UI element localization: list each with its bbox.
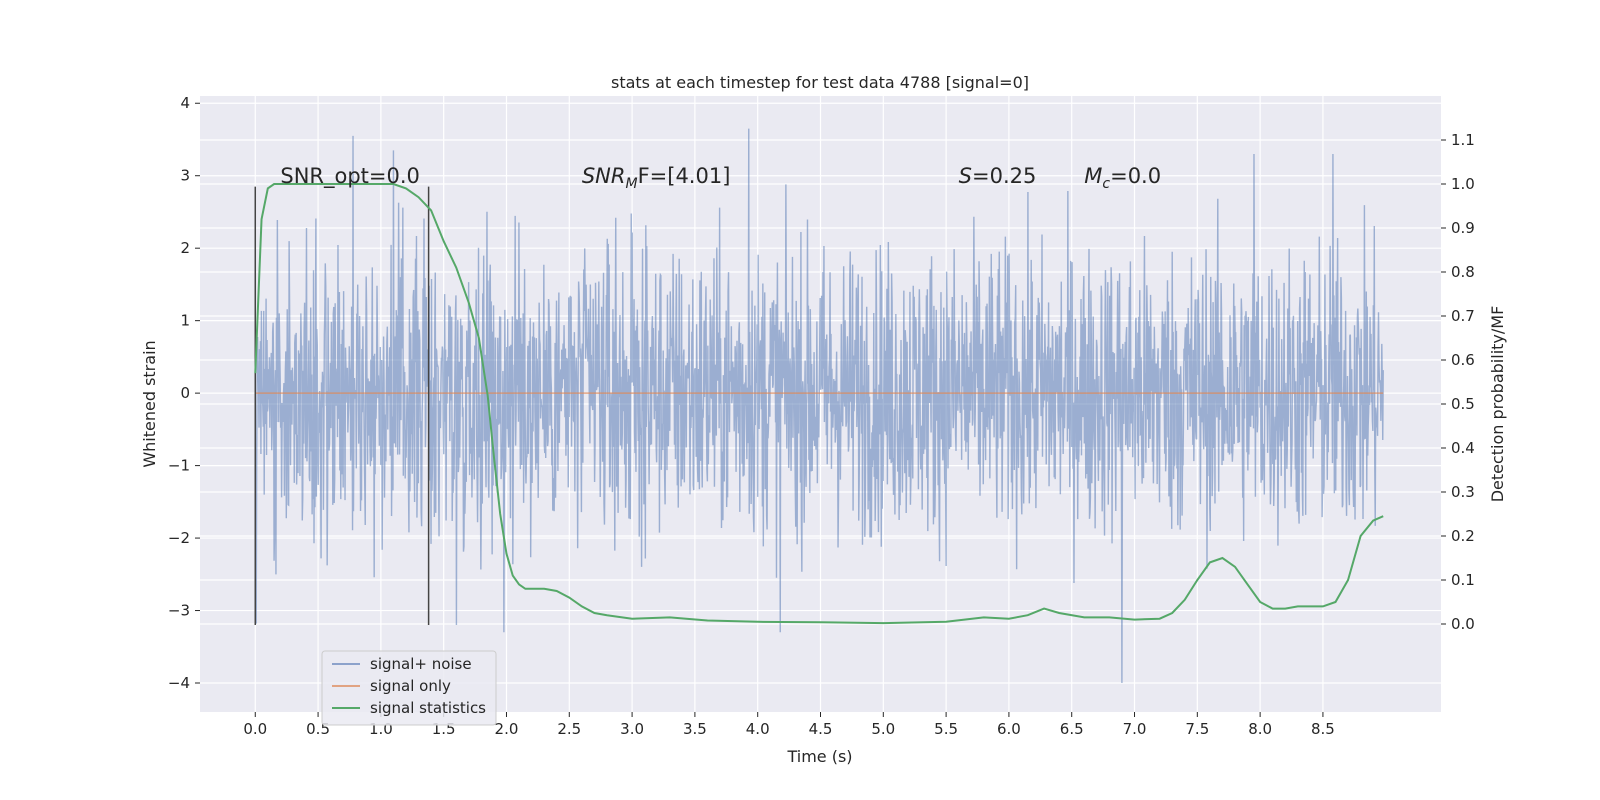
x-tick-label: 3.5: [683, 720, 707, 738]
annotation-mc-base: M: [1084, 164, 1102, 188]
y-right-tick-label: 0.0: [1451, 615, 1475, 633]
annotation-s-rest: =0.25: [972, 164, 1036, 188]
y-right-tick-label: 0.2: [1451, 527, 1475, 545]
x-tick-label: 5.5: [934, 720, 958, 738]
legend-label-signal-noise: signal+ noise: [370, 655, 472, 673]
annotation-snr-mf-sub: M: [625, 176, 637, 192]
y-right-tick-label: 1.1: [1451, 131, 1475, 149]
y-tick-label: 2: [180, 239, 190, 257]
legend-label-signal-statistics: signal statistics: [370, 699, 486, 717]
y-right-tick-label: 0.7: [1451, 307, 1475, 325]
x-tick-label: 2.0: [495, 720, 519, 738]
y-tick-label: −3: [168, 602, 190, 620]
annotation-s-base: S: [959, 164, 972, 188]
annotation-snr-mf-rest: F=[4.01]: [638, 164, 731, 188]
x-axis-label: Time (s): [786, 747, 852, 766]
signal-statistics-line: [254, 183, 1384, 625]
y-tick-label: 3: [180, 167, 190, 185]
y-right-tick-label: 0.1: [1451, 571, 1475, 589]
legend-box: [321, 650, 497, 726]
annotation-mc-rest: =0.0: [1110, 164, 1161, 188]
y-tick-label: 4: [180, 94, 190, 112]
legend: signal+ noise signal only signal statist…: [321, 650, 497, 726]
y-axis-right-label: Detection probability/MF: [1488, 306, 1507, 503]
vertical-markers: [254, 186, 430, 626]
chart-title: stats at each timestep for test data 478…: [611, 73, 1029, 92]
y-right-tick-label: 0.9: [1451, 219, 1475, 237]
annotation-snr-mf-base: SNR: [582, 164, 626, 188]
y-tick-label: −2: [168, 529, 190, 547]
noise-trace: [254, 128, 1384, 684]
annotation-mc-sub: c: [1102, 176, 1110, 192]
x-tick-label: 7.5: [1185, 720, 1209, 738]
y-right-tick-label: 0.4: [1451, 439, 1475, 457]
y-axis-right-ticks: 1.1 1.0 0.9 0.8 0.7 0.6 0.5 0.4 0.3 0.2 0.1 0.0: [1441, 131, 1475, 633]
annotation-s: S=0.25: [959, 164, 1037, 188]
noise-series: [254, 128, 1384, 684]
y-right-tick-label: 1.0: [1451, 175, 1475, 193]
x-tick-label: 0.0: [243, 720, 267, 738]
x-tick-label: 6.0: [997, 720, 1021, 738]
x-tick-label: 4.5: [809, 720, 833, 738]
y-right-tick-label: 0.5: [1451, 395, 1475, 413]
x-tick-label: 3.0: [620, 720, 644, 738]
y-right-tick-label: 0.6: [1451, 351, 1475, 369]
x-tick-label: 6.5: [1060, 720, 1084, 738]
x-tick-label: 7.0: [1123, 720, 1147, 738]
x-tick-label: 5.0: [871, 720, 895, 738]
x-axis-ticks: 0.0 0.5 1.0 1.5 2.0 2.5 3.0 3.5 4.0 4.5 5.0 5.5 6.0 6…: [243, 712, 1335, 738]
annotation-mc: Mc=0.0: [1084, 164, 1161, 192]
x-tick-label: 4.0: [746, 720, 770, 738]
annotation-snr-opt: SNR_opt=0.0: [280, 164, 420, 189]
y-tick-label: −4: [168, 674, 190, 692]
y-axis-ticks: 4 3 2 1 0 −1 −2 −3 −4: [168, 94, 200, 692]
y-axis-label: Whitened strain: [140, 340, 159, 467]
y-tick-label: 0: [180, 384, 190, 402]
x-tick-label: 2.5: [557, 720, 581, 738]
y-tick-label: −1: [168, 457, 190, 475]
annotation-snr-mf: SNRMF=[4.01]: [582, 164, 731, 192]
y-right-tick-label: 0.3: [1451, 483, 1475, 501]
x-tick-label: 8.5: [1311, 720, 1335, 738]
legend-label-signal-only: signal only: [370, 677, 451, 695]
x-tick-label: 8.0: [1248, 720, 1272, 738]
y-right-tick-label: 0.8: [1451, 263, 1475, 281]
y-tick-label: 1: [180, 312, 190, 330]
